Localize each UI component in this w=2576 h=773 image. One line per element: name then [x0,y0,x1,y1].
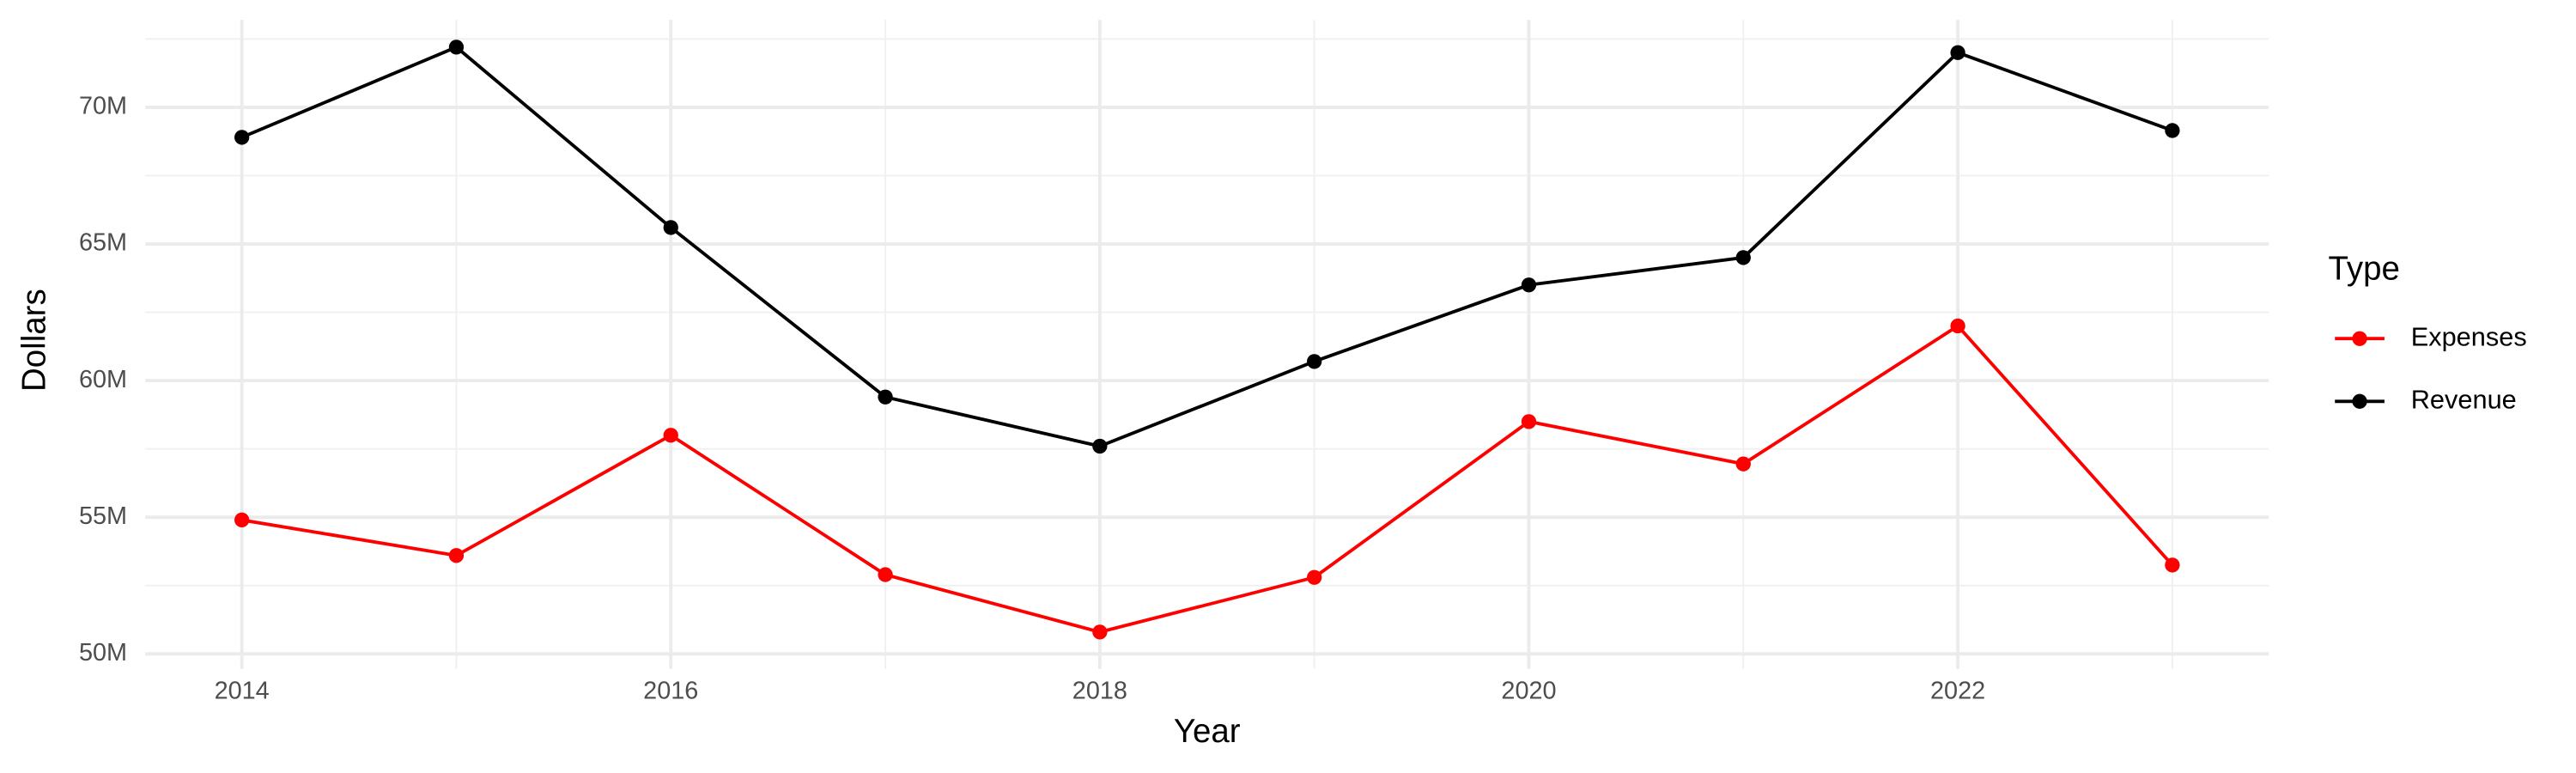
data-point [1307,354,1322,369]
data-point [878,567,893,582]
y-axis-title: Dollars [15,289,52,392]
y-tick-label: 50M [79,639,127,666]
data-point [1950,45,1965,60]
y-tick-label: 55M [79,502,127,530]
data-point [878,389,893,405]
data-point [1950,318,1965,334]
legend-marker [2352,331,2367,346]
legend-label: Expenses [2411,321,2527,351]
x-tick-label: 2020 [1501,677,1556,704]
data-point [1521,414,1537,429]
data-point [663,220,678,235]
legend-label: Revenue [2411,384,2517,414]
data-point [234,512,250,528]
x-tick-label: 2022 [1930,677,1985,704]
plot-area [234,40,2180,640]
data-point [1521,277,1537,293]
data-point [234,130,250,145]
data-point [2165,557,2180,573]
y-tick-label: 60M [79,366,127,393]
y-tick-label: 70M [79,93,127,120]
y-tick-label: 65M [79,229,127,257]
x-tick-label: 2018 [1072,677,1127,704]
data-point [1092,624,1108,640]
grid [145,20,2269,669]
x-tick-label: 2014 [215,677,270,704]
data-point [448,40,465,55]
series-line [241,323,2174,634]
legend-title: Type [2329,251,2400,288]
data-point [448,548,465,563]
x-axis-title: Year [1174,713,1241,750]
data-point [1307,569,1322,585]
data-point [1735,456,1751,472]
data-point [663,428,678,443]
data-point [1092,438,1108,454]
x-tick-label: 2016 [643,677,698,704]
data-point [1735,250,1751,265]
data-point [2165,123,2180,138]
series-line [240,45,2173,448]
legend-marker [2352,393,2367,409]
